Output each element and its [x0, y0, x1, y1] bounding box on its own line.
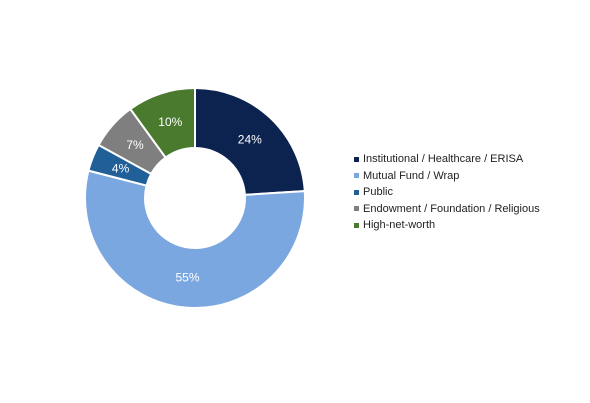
chart-legend: Institutional / Healthcare / ERISA Mutual…: [354, 151, 540, 234]
slice-data-label-3: 4%: [112, 162, 130, 176]
legend-swatch: [354, 156, 359, 162]
legend-label: Institutional / Healthcare / ERISA: [363, 153, 524, 166]
legend-swatch: [354, 189, 359, 195]
legend-item-3: Public: [354, 184, 540, 201]
legend-item-4: Endowment / Foundation / Religious: [354, 201, 540, 218]
legend-label: Public: [363, 186, 393, 199]
legend-item-2: Mutual Fund / Wrap: [354, 168, 540, 185]
legend-label: High-net-worth: [363, 219, 436, 232]
donut-slice-1: [194, 86, 306, 196]
slice-data-label-2: 55%: [175, 271, 199, 285]
legend-item-5: High-net-worth: [354, 217, 540, 234]
legend-label: Endowment / Foundation / Religious: [363, 202, 540, 215]
legend-swatch: [354, 222, 359, 228]
donut-slice-5: [128, 86, 196, 159]
legend-label: Mutual Fund / Wrap: [363, 169, 460, 182]
slice-data-label-4: 7%: [126, 138, 144, 152]
slice-data-label-5: 10%: [158, 115, 182, 129]
legend-swatch: [354, 173, 359, 179]
legend-item-1: Institutional / Healthcare / ERISA: [354, 151, 540, 168]
slice-data-label-1: 24%: [238, 133, 262, 147]
donut-slice-2: [84, 169, 306, 309]
legend-swatch: [354, 206, 359, 212]
